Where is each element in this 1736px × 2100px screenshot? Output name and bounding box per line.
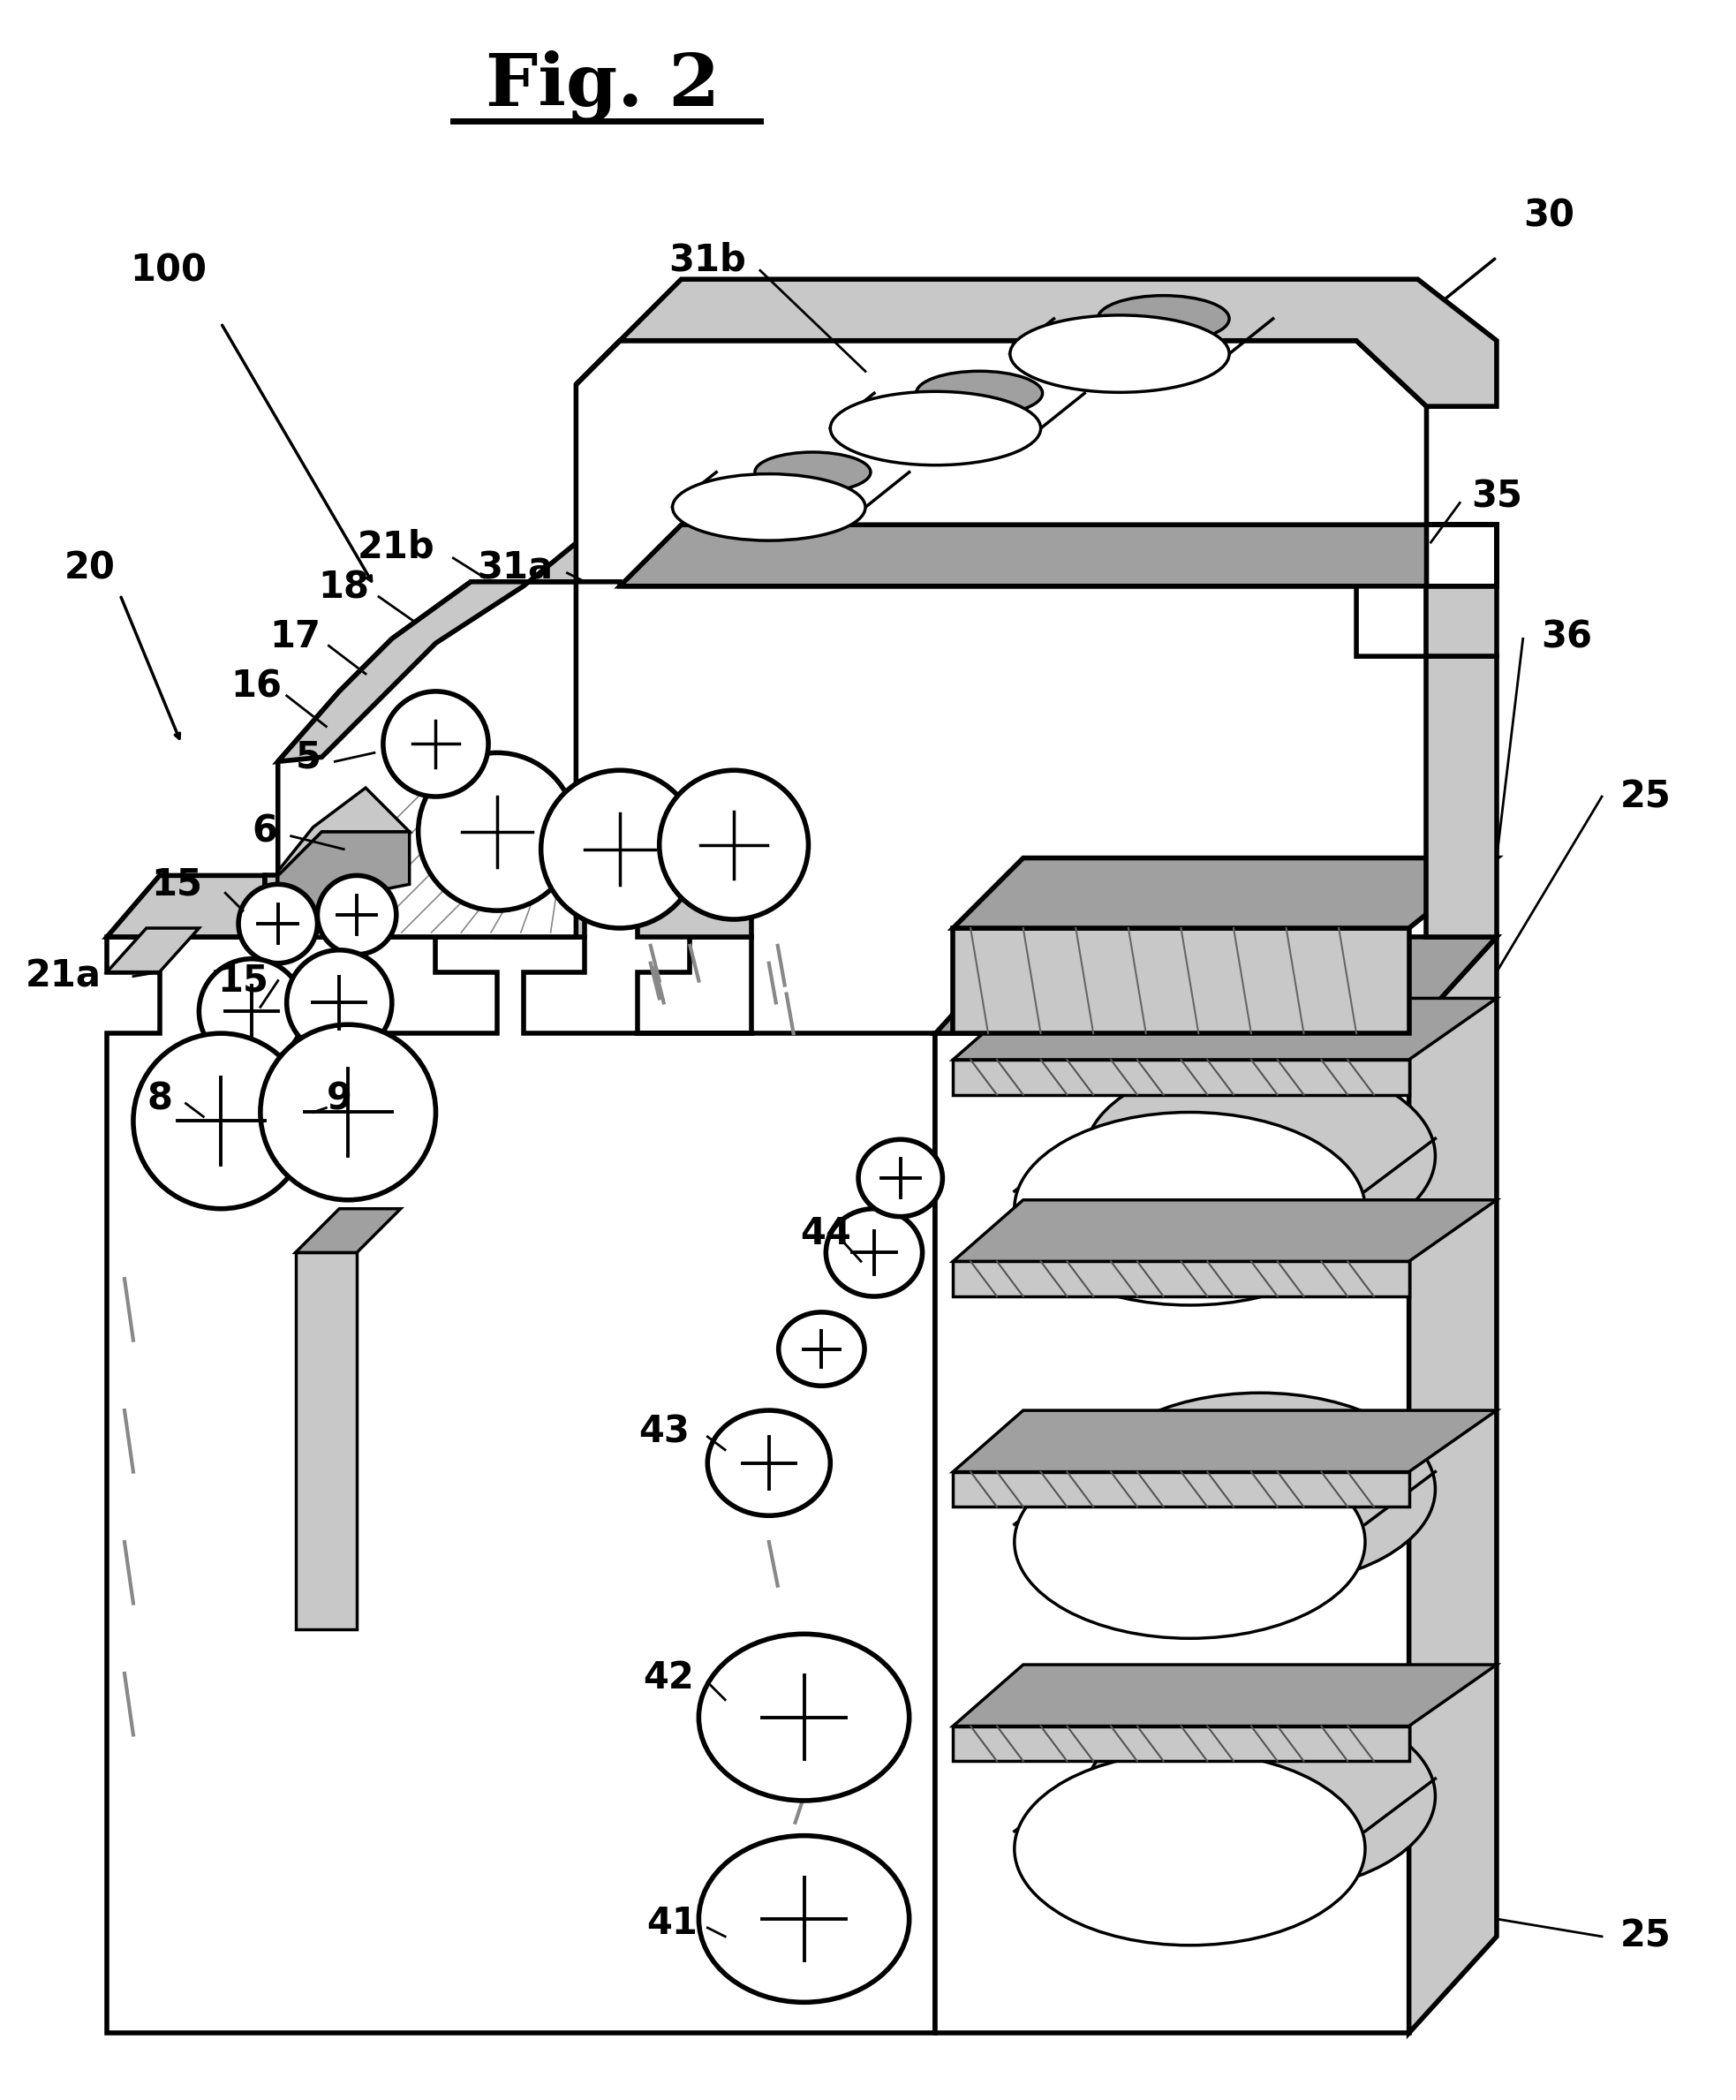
Ellipse shape (1010, 315, 1229, 393)
Text: 17: 17 (269, 620, 321, 655)
Ellipse shape (200, 960, 304, 1065)
Polygon shape (936, 937, 1496, 1033)
Ellipse shape (708, 1411, 830, 1516)
Ellipse shape (917, 372, 1043, 416)
Text: 18: 18 (318, 569, 370, 607)
Ellipse shape (238, 884, 318, 964)
Polygon shape (266, 876, 436, 937)
Text: 43: 43 (639, 1413, 689, 1451)
Polygon shape (1427, 657, 1496, 937)
Text: 31a: 31a (477, 550, 552, 588)
Polygon shape (278, 832, 410, 937)
Ellipse shape (1014, 1445, 1364, 1638)
Ellipse shape (1097, 296, 1229, 342)
Text: 15: 15 (151, 865, 203, 903)
Polygon shape (953, 1061, 1410, 1094)
Circle shape (542, 771, 700, 928)
Polygon shape (953, 1665, 1496, 1726)
Text: 41: 41 (648, 1905, 698, 1943)
Polygon shape (1427, 525, 1496, 657)
Ellipse shape (1014, 1751, 1364, 1945)
Polygon shape (953, 1726, 1410, 1762)
Circle shape (418, 752, 576, 911)
Ellipse shape (700, 1835, 910, 2001)
Polygon shape (953, 998, 1496, 1061)
Ellipse shape (672, 475, 865, 540)
Polygon shape (108, 876, 266, 937)
Polygon shape (108, 937, 936, 2033)
Polygon shape (576, 340, 1496, 657)
Ellipse shape (286, 949, 392, 1056)
Text: 36: 36 (1542, 620, 1592, 655)
Text: 25: 25 (1620, 1917, 1672, 1955)
Text: 100: 100 (130, 252, 207, 290)
Polygon shape (953, 1472, 1410, 1508)
Ellipse shape (134, 1033, 309, 1210)
Ellipse shape (700, 1634, 910, 1800)
Text: 20: 20 (64, 550, 115, 588)
Circle shape (384, 691, 488, 796)
Polygon shape (936, 1033, 1410, 2033)
Bar (295, 1252, 358, 1630)
Text: 8: 8 (148, 1082, 172, 1117)
Text: 44: 44 (800, 1214, 851, 1252)
Polygon shape (1410, 937, 1496, 2033)
Polygon shape (953, 1262, 1410, 1296)
Ellipse shape (830, 391, 1040, 464)
Polygon shape (576, 279, 1496, 407)
Circle shape (660, 771, 809, 920)
Text: 25: 25 (1620, 777, 1672, 815)
Text: 30: 30 (1524, 197, 1575, 235)
Polygon shape (953, 928, 1410, 1033)
Text: 21b: 21b (358, 527, 436, 565)
Ellipse shape (1085, 1061, 1436, 1252)
Ellipse shape (826, 1210, 922, 1296)
Text: 35: 35 (1470, 479, 1522, 514)
Polygon shape (108, 928, 200, 972)
Ellipse shape (778, 1312, 865, 1386)
Ellipse shape (318, 876, 396, 953)
Ellipse shape (1085, 1699, 1436, 1892)
Polygon shape (637, 876, 752, 937)
Ellipse shape (858, 1140, 943, 1216)
Polygon shape (496, 876, 585, 937)
Text: 5: 5 (295, 739, 321, 775)
Polygon shape (278, 582, 576, 937)
Ellipse shape (755, 452, 871, 491)
Text: 9: 9 (326, 1082, 352, 1117)
Ellipse shape (1014, 1113, 1364, 1306)
Polygon shape (278, 788, 410, 876)
Text: 15: 15 (217, 962, 269, 1000)
Polygon shape (295, 1210, 401, 1252)
Polygon shape (953, 1199, 1496, 1262)
Polygon shape (953, 1411, 1496, 1472)
Ellipse shape (1085, 1392, 1436, 1586)
Text: 16: 16 (231, 668, 281, 706)
Text: 42: 42 (642, 1659, 694, 1697)
Polygon shape (620, 525, 1427, 586)
Text: 21a: 21a (26, 958, 101, 995)
Polygon shape (953, 859, 1496, 928)
Text: 6: 6 (252, 813, 278, 851)
Polygon shape (278, 508, 620, 762)
Text: 31b: 31b (668, 242, 746, 279)
Ellipse shape (260, 1025, 436, 1199)
Text: Fig. 2: Fig. 2 (486, 50, 719, 122)
